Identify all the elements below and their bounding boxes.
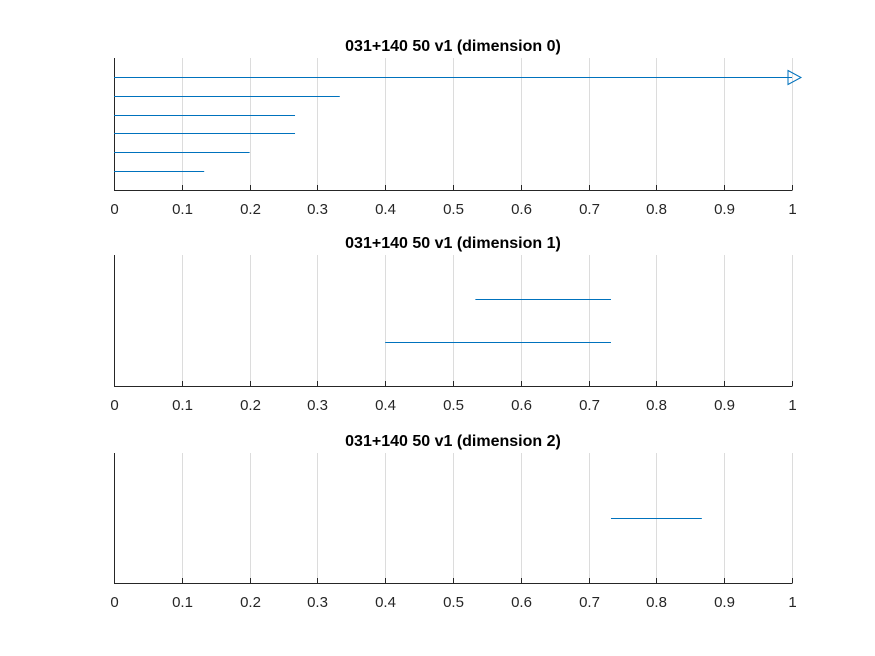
x-tick-label-0-3: 0.3 (307, 201, 328, 218)
x-tick-label-1-7: 0.7 (579, 397, 600, 414)
x-tick-label-1-10: 1 (788, 397, 796, 414)
x-tick-label-2-0: 0 (110, 594, 118, 611)
x-tick-label-0-8: 0.8 (646, 201, 667, 218)
infinite-arrow-0-0 (787, 69, 803, 86)
x-tick-label-2-8: 0.8 (646, 594, 667, 611)
x-tick-label-0-4: 0.4 (375, 201, 396, 218)
x-tick-label-1-4: 0.4 (375, 397, 396, 414)
barcode-panel-0: 0 0.1 0.2 0.3 0.4 0.5 0.6 0.7 0.8 0.9 1 031+140 50 … (110, 38, 803, 218)
x-tick-label-2-4: 0.4 (375, 594, 396, 611)
barcode-panel-1: 0 0.1 0.2 0.3 0.4 0.5 0.6 0.7 0.8 0.9 1 031+140 50 … (110, 235, 796, 414)
x-tick-label-0-9: 0.9 (714, 201, 735, 218)
x-tick-label-1-3: 0.3 (307, 397, 328, 414)
x-tick-label-0-0: 0 (110, 201, 118, 218)
x-tick-label-2-10: 1 (788, 594, 796, 611)
x-tick-label-2-3: 0.3 (307, 594, 328, 611)
chart-title-0: 031+140 50 v1 (dimension 0) (345, 38, 561, 55)
x-tick-label-1-5: 0.5 (443, 397, 464, 414)
x-tick-label-0-1: 0.1 (172, 201, 193, 218)
barcode-panel-2: 0 0.1 0.2 0.3 0.4 0.5 0.6 0.7 0.8 0.9 1 031+140 50 … (110, 433, 796, 611)
x-tick-label-1-1: 0.1 (172, 397, 193, 414)
x-tick-label-0-2: 0.2 (240, 201, 261, 218)
x-tick-label-0-5: 0.5 (443, 201, 464, 218)
x-tick-label-1-2: 0.2 (240, 397, 261, 414)
x-tick-label-1-8: 0.8 (646, 397, 667, 414)
chart-title-1: 031+140 50 v1 (dimension 1) (345, 235, 561, 252)
chart-title-2: 031+140 50 v1 (dimension 2) (345, 433, 561, 450)
x-tick-label-2-2: 0.2 (240, 594, 261, 611)
x-tick-label-2-9: 0.9 (714, 594, 735, 611)
x-tick-label-2-1: 0.1 (172, 594, 193, 611)
x-tick-label-2-7: 0.7 (579, 594, 600, 611)
x-tick-label-2-5: 0.5 (443, 594, 464, 611)
x-tick-label-0-6: 0.6 (511, 201, 532, 218)
x-tick-label-1-6: 0.6 (511, 397, 532, 414)
x-tick-label-1-9: 0.9 (714, 397, 735, 414)
x-tick-label-2-6: 0.6 (511, 594, 532, 611)
x-tick-label-0-7: 0.7 (579, 201, 600, 218)
x-tick-label-1-0: 0 (110, 397, 118, 414)
x-tick-label-0-10: 1 (788, 201, 796, 218)
